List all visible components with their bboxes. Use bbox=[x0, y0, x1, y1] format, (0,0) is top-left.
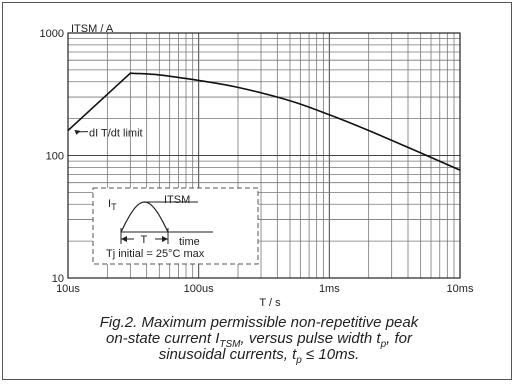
figure-caption: Fig.2. Maximum permissible non-repetitiv… bbox=[0, 314, 518, 366]
didt-annotation: dI T/dt limit bbox=[74, 128, 143, 140]
inset-period-label: T bbox=[141, 234, 148, 246]
series-line bbox=[67, 72, 461, 171]
x-tick-label: 1ms bbox=[319, 283, 340, 295]
series bbox=[67, 72, 461, 171]
y-tick-label: 1000 bbox=[40, 28, 64, 40]
caption-line-1: Fig.2. Maximum permissible non-repetitiv… bbox=[99, 314, 419, 331]
inset-time-label: time bbox=[179, 236, 200, 248]
inset-arrowhead-right bbox=[162, 236, 168, 242]
inset-waveform: IT ITSM T time Tj initial = 25°C max bbox=[92, 187, 259, 265]
inset-condition: Tj initial = 25°C max bbox=[106, 248, 205, 260]
inset-peak-label: ITSM bbox=[164, 194, 190, 206]
tick-labels: 10us 100us 1ms 10ms 10 100 1000 bbox=[40, 28, 474, 295]
x-axis-label: T / s bbox=[259, 297, 281, 309]
inset-half-sine bbox=[120, 201, 169, 233]
y-tick-label: 10 bbox=[52, 273, 64, 285]
annotation-text: dI T/dt limit bbox=[89, 128, 143, 140]
plot-border bbox=[67, 32, 461, 279]
caption-line-3: sinusoidal currents, tp ≤ 10ms. bbox=[158, 346, 360, 366]
x-tick-label: 10ms bbox=[447, 283, 474, 295]
inset-current-label: IT bbox=[108, 198, 117, 212]
x-tick-label: 100us bbox=[184, 283, 214, 295]
inset-arrowhead-left bbox=[121, 236, 127, 242]
y-axis-label: ITSM / A bbox=[71, 23, 114, 35]
x-tick-label: 10us bbox=[56, 283, 80, 295]
y-tick-label: 100 bbox=[46, 151, 64, 163]
annotation-arrowhead bbox=[74, 129, 81, 135]
caption-line-2: on-state current ITSM, versus pulse widt… bbox=[106, 330, 412, 350]
inset-box bbox=[92, 187, 259, 265]
